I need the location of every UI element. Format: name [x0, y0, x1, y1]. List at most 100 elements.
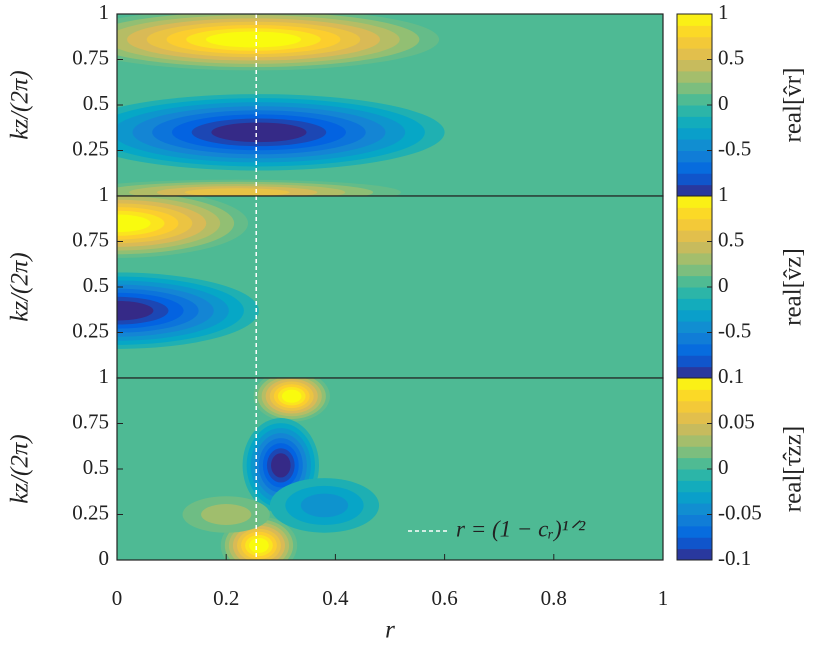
y-tick-label: 0.75	[72, 45, 109, 69]
y-tick-label: 0	[99, 546, 110, 570]
colorbar-tick-label: -0.5	[718, 136, 751, 160]
colorbar-step	[677, 184, 712, 197]
colorbar-step	[677, 207, 712, 220]
y-axis-label: kz/(2π)	[7, 70, 34, 139]
contour-level	[281, 389, 302, 403]
colorbar-tick-label: 1	[718, 182, 729, 206]
colorbar-step	[677, 196, 712, 208]
colorbar-step	[677, 105, 712, 117]
colorbar-step	[677, 36, 712, 49]
colorbar-step	[677, 230, 712, 242]
colorbar-step	[677, 469, 712, 481]
colorbar-step	[677, 48, 712, 60]
colorbar-tick-label: 0.5	[718, 45, 744, 69]
y-tick-label: 0.5	[83, 273, 109, 297]
colorbar-step	[677, 298, 712, 311]
x-tick-label: 0	[112, 586, 123, 610]
colorbar-step	[677, 275, 712, 288]
colorbar-step	[677, 116, 712, 129]
y-tick-label: 0.25	[72, 136, 109, 160]
contour-level	[205, 31, 302, 48]
colorbar-step	[677, 491, 712, 504]
x-tick-label: 0.6	[431, 586, 457, 610]
colorbar-tick-label: 0	[718, 273, 729, 297]
colorbar-label: real[τ̂zz]	[780, 426, 807, 512]
contour-level	[271, 453, 291, 478]
y-tick-label: 1	[99, 182, 110, 206]
colorbar-step	[677, 343, 712, 356]
colorbar-step	[677, 366, 712, 379]
contour-plot	[117, 14, 663, 196]
contour-level	[201, 504, 252, 525]
y-axis-label: kz/(2π)	[7, 434, 34, 503]
contour-plot	[117, 196, 663, 378]
colorbar-step	[677, 241, 712, 254]
colorbar-step	[677, 537, 712, 550]
colorbar-step	[677, 480, 712, 493]
colorbar-step	[677, 173, 712, 186]
colorbar-step	[677, 287, 712, 299]
colorbar-step	[677, 400, 712, 413]
colorbar-step	[677, 548, 712, 561]
contour-plot	[117, 378, 663, 560]
colorbar-tick-label: 0.1	[718, 364, 744, 388]
colorbar-step	[677, 389, 712, 402]
colorbar-step	[677, 446, 712, 459]
colorbar-step	[677, 127, 712, 140]
colorbar-label: real[v̂z]	[780, 248, 807, 326]
colorbar-step	[677, 503, 712, 515]
contour-level	[184, 188, 290, 196]
colorbar-step	[677, 423, 712, 436]
contour-level	[300, 493, 349, 518]
x-tick-label: 0.4	[322, 586, 349, 610]
contour-level	[117, 300, 154, 321]
colorbar-tick-label: 0	[718, 91, 729, 115]
colorbar-step	[677, 412, 712, 424]
colorbar-step	[677, 252, 712, 265]
colorbar-tick-label: -0.5	[718, 318, 751, 342]
colorbar-step	[677, 309, 712, 322]
colorbar-step	[677, 514, 712, 527]
colorbar-step	[677, 218, 712, 231]
y-tick-label: 0.25	[72, 318, 109, 342]
contour-level	[211, 122, 307, 143]
y-axis-label: kz/(2π)	[7, 252, 34, 321]
legend-label: r = (1 − cᵣ)¹ᐟ²	[456, 516, 586, 541]
colorbar-step	[677, 14, 712, 26]
colorbar-step	[677, 525, 712, 538]
x-tick-label: 0.8	[541, 586, 567, 610]
colorbar-tick-label: 0	[718, 455, 729, 479]
colorbar-step	[677, 25, 712, 38]
colorbar-tick-label: -0.05	[718, 500, 762, 524]
x-tick-label: 1	[658, 586, 669, 610]
colorbar-step	[677, 355, 712, 368]
colorbar-step	[677, 59, 712, 72]
y-tick-label: 0.5	[83, 455, 109, 479]
colorbar-step	[677, 264, 712, 277]
colorbar-step	[677, 321, 712, 333]
colorbar-step	[677, 434, 712, 447]
y-tick-label: 0.75	[72, 409, 109, 433]
colorbar-step	[677, 161, 712, 174]
colorbar-step	[677, 378, 712, 390]
y-tick-label: 0.75	[72, 227, 109, 251]
contour-level	[117, 214, 151, 233]
colorbar-step	[677, 70, 712, 83]
colorbar-step	[677, 139, 712, 151]
colorbar-tick-label: 0.05	[718, 409, 755, 433]
colorbar-tick-label: 0.5	[718, 227, 744, 251]
x-axis-label: r	[385, 617, 395, 644]
colorbar-tick-label: 1	[718, 0, 729, 24]
y-tick-label: 0.25	[72, 500, 109, 524]
colorbar-tick-label: -0.1	[718, 546, 751, 570]
colorbar-step	[677, 332, 712, 345]
colorbar-step	[677, 457, 712, 470]
colorbar-step	[677, 82, 712, 95]
x-tick-label: 0.2	[213, 586, 239, 610]
contour-level	[249, 537, 269, 553]
y-tick-label: 1	[99, 364, 110, 388]
colorbar-label: real[v̂r]	[780, 68, 807, 143]
y-tick-label: 1	[99, 0, 110, 24]
colorbar-step	[677, 150, 712, 163]
